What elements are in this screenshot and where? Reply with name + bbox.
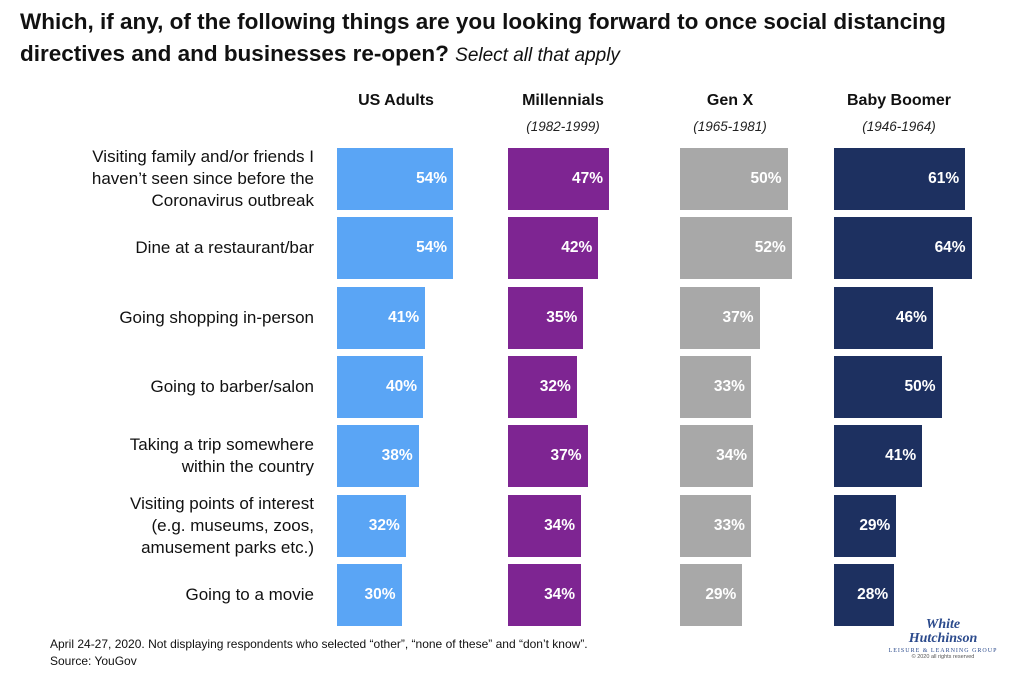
bar-value-label: 47% xyxy=(572,170,604,187)
category-label: Visiting family and/or friends I haven’t … xyxy=(14,147,314,210)
bar-value-label: 50% xyxy=(750,170,782,187)
bar-value-label: 42% xyxy=(561,239,593,257)
bar-value-label: 40% xyxy=(385,377,417,395)
bar-value-label: 37% xyxy=(722,308,754,326)
bar: 34% xyxy=(680,425,754,488)
chart-title-main: Which, if any, of the following things a… xyxy=(20,9,946,66)
bar-value-label: 35% xyxy=(546,308,578,326)
bar-value-label: 50% xyxy=(904,377,936,395)
bar-value-label: 32% xyxy=(368,516,400,534)
category-label-line: Going to a movie xyxy=(185,584,314,604)
bar: 32% xyxy=(508,355,577,418)
bar-value-label: 28% xyxy=(857,585,889,603)
bar: 32% xyxy=(337,494,406,557)
bar: 40% xyxy=(337,355,423,418)
footnote-source: Source: YouGov xyxy=(50,654,137,668)
white-hutchinson-logo: White Hutchinson LEISURE & LEARNING GROU… xyxy=(888,618,998,674)
category-label: Taking a trip somewhere within the countr… xyxy=(14,425,314,487)
bar: 52% xyxy=(680,217,792,280)
bar: 54% xyxy=(337,148,454,210)
series-years-1: (1982-1999) xyxy=(526,119,600,134)
bar-value-label: 30% xyxy=(364,585,396,603)
bar: 42% xyxy=(508,217,599,280)
bar: 37% xyxy=(680,286,760,349)
bar: 64% xyxy=(834,217,972,280)
series-header-2: Gen X xyxy=(706,92,754,109)
footnote-date-note: April 24-27, 2020. Not displaying respon… xyxy=(50,637,588,651)
bar: 30% xyxy=(337,563,402,626)
series-header-1: Millennials xyxy=(522,92,604,109)
series-header-0: US Adults xyxy=(358,92,434,109)
bar: 29% xyxy=(680,563,743,626)
bar: 47% xyxy=(508,148,610,210)
category-label-line: (e.g. museums, zoos, xyxy=(151,515,314,535)
category-label: Dine at a restaurant/bar xyxy=(14,217,314,279)
bar: 34% xyxy=(508,563,582,626)
bar-value-label: 37% xyxy=(550,447,582,465)
bar: 33% xyxy=(680,494,751,557)
category-label-line: Dine at a restaurant/bar xyxy=(135,238,314,258)
bar-value-label: 38% xyxy=(381,447,413,465)
logo-line-2: Hutchinson xyxy=(908,631,978,646)
category-label: Visiting points of interest (e.g. museums… xyxy=(14,493,314,557)
logo-line-3: LEISURE & LEARNING GROUP xyxy=(888,648,998,654)
bar-value-label: 54% xyxy=(416,239,448,257)
bar-value-label: 52% xyxy=(754,239,786,257)
category-label: Going to a movie xyxy=(14,564,314,626)
bar: 34% xyxy=(508,494,582,557)
bar: 41% xyxy=(337,286,426,349)
bar-value-label: 33% xyxy=(713,516,745,534)
logo-copyright: © 2020 all rights reserved xyxy=(911,654,975,660)
bar: 29% xyxy=(834,494,897,557)
bar-value-label: 41% xyxy=(388,308,420,326)
category-label-line: Going shopping in-person xyxy=(119,307,314,327)
bar-value-label: 64% xyxy=(934,239,966,257)
category-label-line: haven’t seen since before the xyxy=(91,169,314,188)
chart-title: Which, if any, of the following things a… xyxy=(20,6,1010,72)
bar: 46% xyxy=(834,286,933,349)
bar: 61% xyxy=(834,148,966,210)
bar: 35% xyxy=(508,286,584,349)
bar-value-label: 46% xyxy=(895,308,927,326)
category-label-line: Visiting points of interest xyxy=(130,493,314,513)
category-label-line: Taking a trip somewhere xyxy=(129,435,314,455)
footnote: April 24-27, 2020. Not displaying respon… xyxy=(50,636,588,670)
bar: 50% xyxy=(834,355,942,418)
bar: 37% xyxy=(508,425,588,488)
category-label-line: within the country xyxy=(181,457,314,477)
series-years-3: (1946-1964) xyxy=(862,119,936,134)
bar-value-label: 32% xyxy=(539,377,571,395)
chart-title-sub: Select all that apply xyxy=(455,45,620,66)
bar-value-label: 61% xyxy=(928,170,960,187)
category-label-line: amusement parks etc.) xyxy=(141,537,314,557)
bar-value-label: 41% xyxy=(885,447,917,465)
series-years-2: (1965-1981) xyxy=(693,119,767,134)
bar-value-label: 29% xyxy=(859,516,891,534)
bar-value-label: 34% xyxy=(544,585,576,603)
logo-line-1: White xyxy=(925,617,961,632)
series-header-3: Baby Boomer xyxy=(846,92,952,109)
bar-value-label: 34% xyxy=(544,516,576,534)
bar-value-label: 54% xyxy=(416,170,448,187)
category-label-line: Going to barber/salon xyxy=(150,376,315,396)
bar: 41% xyxy=(834,425,923,488)
bar-value-label: 34% xyxy=(716,447,748,465)
category-label-line: Visiting family and/or friends I xyxy=(92,147,314,166)
bar-value-label: 33% xyxy=(713,377,745,395)
bar: 50% xyxy=(680,148,788,210)
category-label: Going to barber/salon xyxy=(14,356,315,418)
bar-value-label: 29% xyxy=(705,585,737,603)
category-label-line: Coronavirus outbreak xyxy=(151,191,314,210)
category-label: Going shopping in-person xyxy=(14,287,314,349)
bar: 28% xyxy=(834,563,895,626)
bar: 33% xyxy=(680,355,751,418)
bar: 38% xyxy=(337,425,419,488)
bar: 54% xyxy=(337,217,454,280)
